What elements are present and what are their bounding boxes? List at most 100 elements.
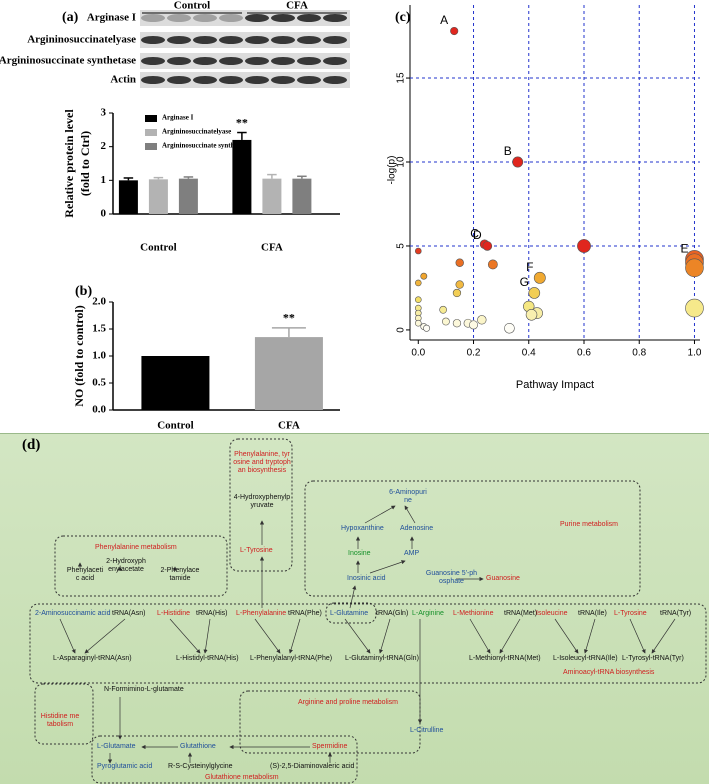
blot-band: [167, 36, 191, 44]
point: [469, 320, 479, 330]
point: [477, 315, 487, 325]
bar: [118, 180, 138, 214]
legend-swatch: [145, 143, 157, 150]
pathway-node: L-Isoleucyl-tRNA(Ile): [553, 655, 618, 662]
arrow: [349, 585, 357, 609]
x-tick-label: 0.2: [467, 348, 481, 359]
x-tick-label: Control: [157, 420, 193, 432]
point: [455, 280, 464, 289]
pathway-node: Phenylalanine, tyrosine and tryptophan b…: [233, 451, 291, 475]
group-label: CFA: [286, 0, 308, 12]
point: [423, 324, 431, 332]
arrow: [344, 618, 371, 654]
blot-band: [193, 14, 217, 22]
pathway-node: tRNA(Tyr): [660, 610, 692, 617]
point-label: D: [473, 228, 482, 242]
bar: [292, 178, 312, 214]
pathway-node: L-Glutamate: [97, 743, 136, 750]
pathway-node: L-Glutamine: [330, 610, 369, 617]
pathway-box: [54, 535, 228, 597]
y-axis-label: NO (fold to control): [72, 305, 86, 406]
blot-band: [271, 14, 295, 22]
blot-band: [245, 76, 269, 84]
pathway-node: L-Phenylalanine: [236, 610, 287, 617]
pathway-node: Spermidine: [312, 743, 348, 750]
x-tick-label: 1.0: [688, 348, 702, 359]
y-tick-label: 1.0: [92, 350, 106, 362]
blot-band: [297, 57, 321, 65]
blot-band: [167, 14, 191, 22]
pathway-node: tRNA(Asn): [112, 610, 146, 617]
blot-band: [193, 76, 217, 84]
y-tick-label: 1.5: [92, 323, 106, 335]
arrow: [369, 560, 406, 574]
pathway-node: L-Methionine: [453, 610, 494, 617]
blot-band: [141, 14, 165, 22]
arrow: [554, 618, 579, 654]
charts: (a) Arginase I Argininosuccinatelyase Argi…: [0, 0, 704, 432]
point: [512, 156, 524, 168]
blot-band: [271, 76, 295, 84]
pathway-node: L-Tyrosine: [614, 610, 647, 617]
pathway-node: (S)-2,5-Diaminovaleric acid: [270, 763, 355, 770]
point: [414, 319, 422, 327]
blot-band: [167, 76, 191, 84]
pathway-node: tRNA(Ile): [578, 610, 607, 617]
point: [442, 317, 450, 326]
pathway-node: Glutathione metabolism: [205, 774, 279, 781]
pathway-node: tRNA(Phe): [288, 610, 322, 617]
bar: [254, 337, 323, 410]
pathway-box: [304, 480, 641, 597]
legend-swatch: [145, 129, 157, 136]
legend-swatch: [145, 115, 157, 122]
pathway-box: [29, 603, 707, 684]
pathway-node: Phenylalanine metabolism: [95, 544, 177, 551]
arrow: [288, 618, 301, 654]
significance: **: [283, 311, 295, 325]
arrow: [629, 618, 646, 654]
y-tick-label: 5: [396, 243, 407, 249]
blot-band: [219, 14, 243, 22]
blot-band: [323, 76, 347, 84]
pathway-node: Glutathione: [180, 743, 216, 750]
arrow: [404, 505, 416, 524]
pathway-node: Inosinic acid: [347, 575, 386, 582]
y-axis-label: -log(p): [387, 156, 398, 185]
x-tick-label: Control: [140, 242, 176, 254]
pathway-diagram: [29, 438, 707, 784]
blot-band: [219, 57, 243, 65]
y-tick-label: 10: [396, 156, 407, 168]
point-label: G: [520, 275, 529, 289]
y-tick-label: 0.5: [92, 377, 106, 389]
y-axis-label: Relative protein level: [62, 109, 76, 218]
panel-label: (d): [22, 437, 41, 453]
blot-band: [141, 76, 165, 84]
pathway-node: L-Glutaminyl-tRNA(Gln): [345, 655, 419, 662]
pathway-node: L-Citrulline: [410, 727, 444, 734]
arrow: [583, 618, 596, 654]
point: [533, 271, 546, 284]
arrow: [203, 618, 211, 654]
blot-band: [297, 14, 321, 22]
bar: [178, 178, 198, 214]
pathway-node: Inosine: [348, 550, 371, 557]
blot-band: [271, 36, 295, 44]
point-label: C: [470, 226, 479, 240]
point: [452, 319, 462, 328]
pathway-node: tRNA(Gln): [376, 610, 409, 617]
panel-label: (b): [75, 284, 92, 299]
x-tick-label: 0.8: [632, 348, 646, 359]
pathway-node: Arginine and proline metabolism: [298, 699, 398, 706]
pathway-box: [34, 683, 94, 745]
blot-band: [271, 57, 295, 65]
point: [414, 279, 422, 287]
pathway-node: tRNA(His): [196, 610, 228, 617]
x-tick-label: 0.0: [411, 348, 425, 359]
point: [487, 259, 498, 270]
pathway-node: L-Tyrosine: [240, 547, 273, 554]
pathway-box: [229, 438, 293, 572]
pathway-node: Adenosine: [400, 525, 434, 532]
y-axis-label: (fold to Ctrl): [78, 131, 92, 196]
blot-band: [323, 14, 347, 22]
